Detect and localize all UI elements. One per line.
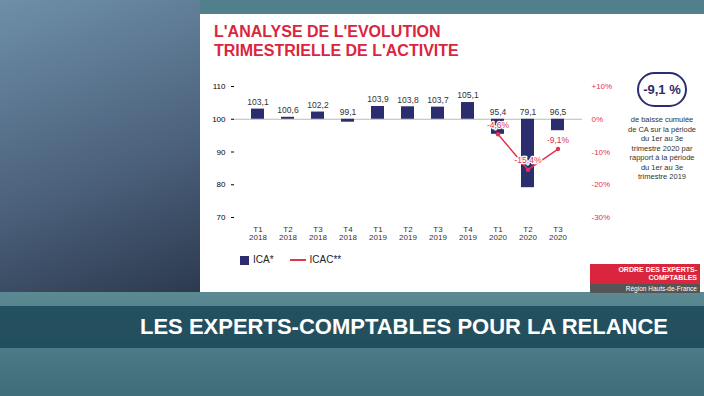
svg-text:-30%: -30% bbox=[592, 213, 611, 222]
svg-text:103,1: 103,1 bbox=[247, 97, 269, 107]
svg-text:T22018: T22018 bbox=[279, 225, 297, 242]
svg-text:105,1: 105,1 bbox=[457, 90, 479, 100]
svg-text:103,8: 103,8 bbox=[397, 95, 419, 105]
svg-text:T22019: T22019 bbox=[399, 225, 417, 242]
svg-text:T22020: T22020 bbox=[519, 225, 537, 242]
html-text:-9,1 %: -9,1 % bbox=[643, 82, 681, 97]
svg-text:-4,6%: -4,6% bbox=[487, 120, 510, 130]
svg-text:T32020: T32020 bbox=[549, 225, 567, 242]
html-text:L'ANALYSE DE L'EVOLUTION TRIME: L'ANALYSE DE L'EVOLUTION TRIMESTRIELLE D… bbox=[214, 23, 459, 59]
svg-text:0%: 0% bbox=[592, 115, 604, 124]
html-text:ICAC**: ICAC** bbox=[309, 254, 342, 265]
svg-text:103,9: 103,9 bbox=[367, 94, 389, 104]
svg-text:T32019: T32019 bbox=[429, 225, 447, 242]
svg-text:110: 110 bbox=[213, 82, 226, 91]
svg-text:-20%: -20% bbox=[592, 180, 611, 189]
svg-text:+10%: +10% bbox=[592, 82, 613, 91]
html-text:LES EXPERTS-COMPTABLES POUR LA: LES EXPERTS-COMPTABLES POUR LA RELANCE bbox=[140, 314, 668, 339]
svg-text:100: 100 bbox=[212, 115, 226, 124]
svg-text:96,5: 96,5 bbox=[550, 107, 567, 117]
svg-text:T32018: T32018 bbox=[309, 225, 327, 242]
svg-text:100,6: 100,6 bbox=[277, 105, 299, 115]
svg-text:T42018: T42018 bbox=[339, 225, 357, 242]
svg-text:T12018: T12018 bbox=[249, 225, 267, 242]
svg-text:-9,1%: -9,1% bbox=[547, 135, 570, 145]
svg-text:95,4: 95,4 bbox=[490, 107, 507, 117]
svg-text:T12019: T12019 bbox=[369, 225, 387, 242]
svg-text:80: 80 bbox=[217, 180, 226, 189]
svg-text:90: 90 bbox=[217, 148, 226, 157]
svg-text:102,2: 102,2 bbox=[307, 100, 329, 110]
svg-text:103,7: 103,7 bbox=[427, 95, 449, 105]
html-text:de baisse cumulée de CA sur la: de baisse cumulée de CA sur la période d… bbox=[628, 115, 696, 181]
svg-text:99,1: 99,1 bbox=[340, 107, 357, 117]
svg-text:T42019: T42019 bbox=[459, 225, 477, 242]
svg-text:-10%: -10% bbox=[592, 148, 611, 157]
svg-text:T12020: T12020 bbox=[489, 225, 507, 242]
svg-text:-15,4%: -15,4% bbox=[515, 155, 542, 165]
html-text:Région Hauts-de-France: Région Hauts-de-France bbox=[625, 285, 697, 292]
svg-text:70: 70 bbox=[217, 213, 226, 222]
html-text:ORDRE DES EXPERTS-COMPTABLES: ORDRE DES EXPERTS-COMPTABLES bbox=[618, 266, 697, 281]
svg-text:79,1: 79,1 bbox=[520, 107, 537, 117]
html-text:ICA*: ICA* bbox=[253, 254, 274, 265]
